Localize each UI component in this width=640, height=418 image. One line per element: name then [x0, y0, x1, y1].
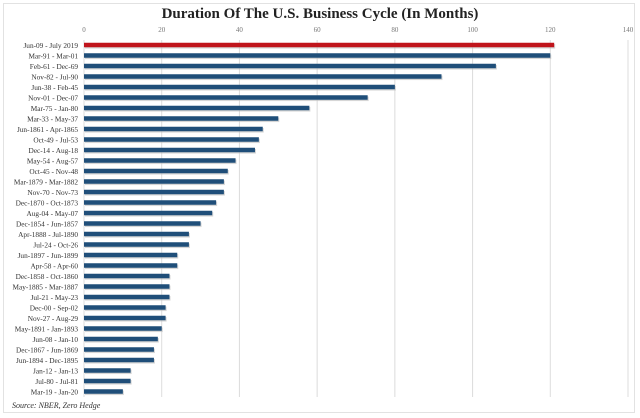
y-tick-label: Mar-91 - Mar-01	[28, 51, 78, 60]
bar	[84, 147, 255, 153]
bar	[84, 137, 259, 142]
bar	[84, 126, 263, 132]
y-tick-label: Jul-24 - Oct-26	[33, 240, 78, 249]
x-tick-label: 60	[314, 26, 322, 34]
y-tick-label: May-54 - Aug-57	[27, 156, 78, 165]
x-tick-label: 40	[236, 26, 244, 34]
bar	[84, 347, 154, 352]
bar	[84, 389, 123, 394]
bar	[84, 95, 368, 100]
bar	[84, 179, 224, 184]
y-tick-label: Dec-00 - Sep-02	[30, 303, 79, 312]
y-tick-label: Jun-1894 - Dec-1895	[16, 356, 78, 365]
bar	[84, 189, 224, 195]
y-tick-label: Dec-1858 - Oct-1860	[16, 272, 79, 281]
x-tick-label: 140	[623, 26, 634, 34]
y-tick-label: Apr-1888 - Jul-1890	[18, 230, 78, 239]
y-tick-label: Jul-21 - May-23	[31, 293, 79, 302]
y-tick-label: Jun-08 - Jan-10	[33, 335, 79, 344]
y-tick-label: Apr-58 - Apr-60	[30, 261, 78, 270]
x-tick-label: 120	[545, 26, 556, 34]
bar	[84, 326, 162, 331]
bar	[84, 221, 201, 226]
y-tick-label: May-1885 - Mar-1887	[12, 282, 78, 291]
bar	[84, 105, 310, 111]
x-tick-label: 80	[391, 26, 399, 34]
y-tick-label: Mar-19 - Jan-20	[31, 387, 79, 396]
bar	[84, 368, 131, 373]
chart-title: Duration Of The U.S. Business Cycle (In …	[161, 6, 479, 22]
bar	[84, 74, 442, 79]
y-tick-label: Mar-33 - May-37	[27, 114, 78, 123]
y-tick-label: Jun-09 - July 2019	[23, 41, 78, 50]
bar	[84, 336, 158, 342]
y-tick-label: Mar-1879 - Mar-1882	[14, 177, 78, 186]
x-tick-label: 20	[158, 26, 166, 34]
bar	[84, 242, 189, 247]
y-tick-label: Feb-61 - Dec-69	[30, 62, 79, 71]
y-tick-label: Jun-1861 - Apr-1865	[17, 125, 78, 134]
bar	[84, 210, 213, 216]
bar	[84, 116, 279, 121]
bar	[84, 158, 236, 163]
y-tick-label: Dec-1870 - Oct-1873	[16, 198, 79, 207]
x-tick-label: 100	[467, 26, 478, 34]
y-tick-label: Jun-1897 - Jun-1899	[18, 251, 79, 260]
y-tick-label: Aug-04 - May-07	[27, 209, 79, 218]
y-tick-label: Nov-27 - Aug-29	[28, 314, 79, 323]
bar	[84, 200, 217, 205]
y-tick-label: Nov-01 - Dec-07	[28, 93, 78, 102]
y-tick-label: Jan-12 - Jan-13	[33, 366, 78, 375]
y-tick-label: Jul-80 - Jul-81	[35, 377, 78, 386]
y-tick-label: Oct-49 - Jul-53	[33, 135, 78, 144]
x-tick-label: 0	[82, 26, 86, 34]
bar	[84, 84, 395, 90]
y-tick-label: Mar-75 - Jan-80	[31, 104, 79, 113]
bar	[84, 263, 178, 268]
source-note: Source: NBER, Zero Hedge	[12, 401, 101, 410]
bar	[84, 378, 131, 384]
y-tick-label: Jun-38 - Feb-45	[31, 83, 78, 92]
y-tick-label: Nov-70 - Nov-73	[27, 188, 78, 197]
bar	[84, 315, 166, 321]
bar	[84, 273, 170, 279]
bar	[84, 357, 154, 363]
y-tick-label: Dec-1867 - Jun-1869	[16, 345, 78, 354]
bar	[84, 53, 551, 58]
y-tick-label: Nov-82 - Jul-90	[31, 72, 78, 81]
bar	[84, 63, 496, 69]
bar	[84, 252, 178, 258]
y-tick-label: Dec-14 - Aug-18	[29, 146, 79, 155]
y-tick-label: Oct-45 - Nov-48	[29, 167, 78, 176]
bar	[84, 231, 189, 237]
bar	[84, 168, 228, 174]
bar	[84, 294, 170, 300]
bar	[84, 305, 166, 310]
bar	[84, 42, 555, 48]
y-tick-label: Dec-1854 - Jun-1857	[16, 219, 78, 228]
chart-frame	[3, 3, 635, 413]
y-tick-label: May-1891 - Jan-1893	[15, 324, 79, 333]
bar	[84, 284, 170, 289]
